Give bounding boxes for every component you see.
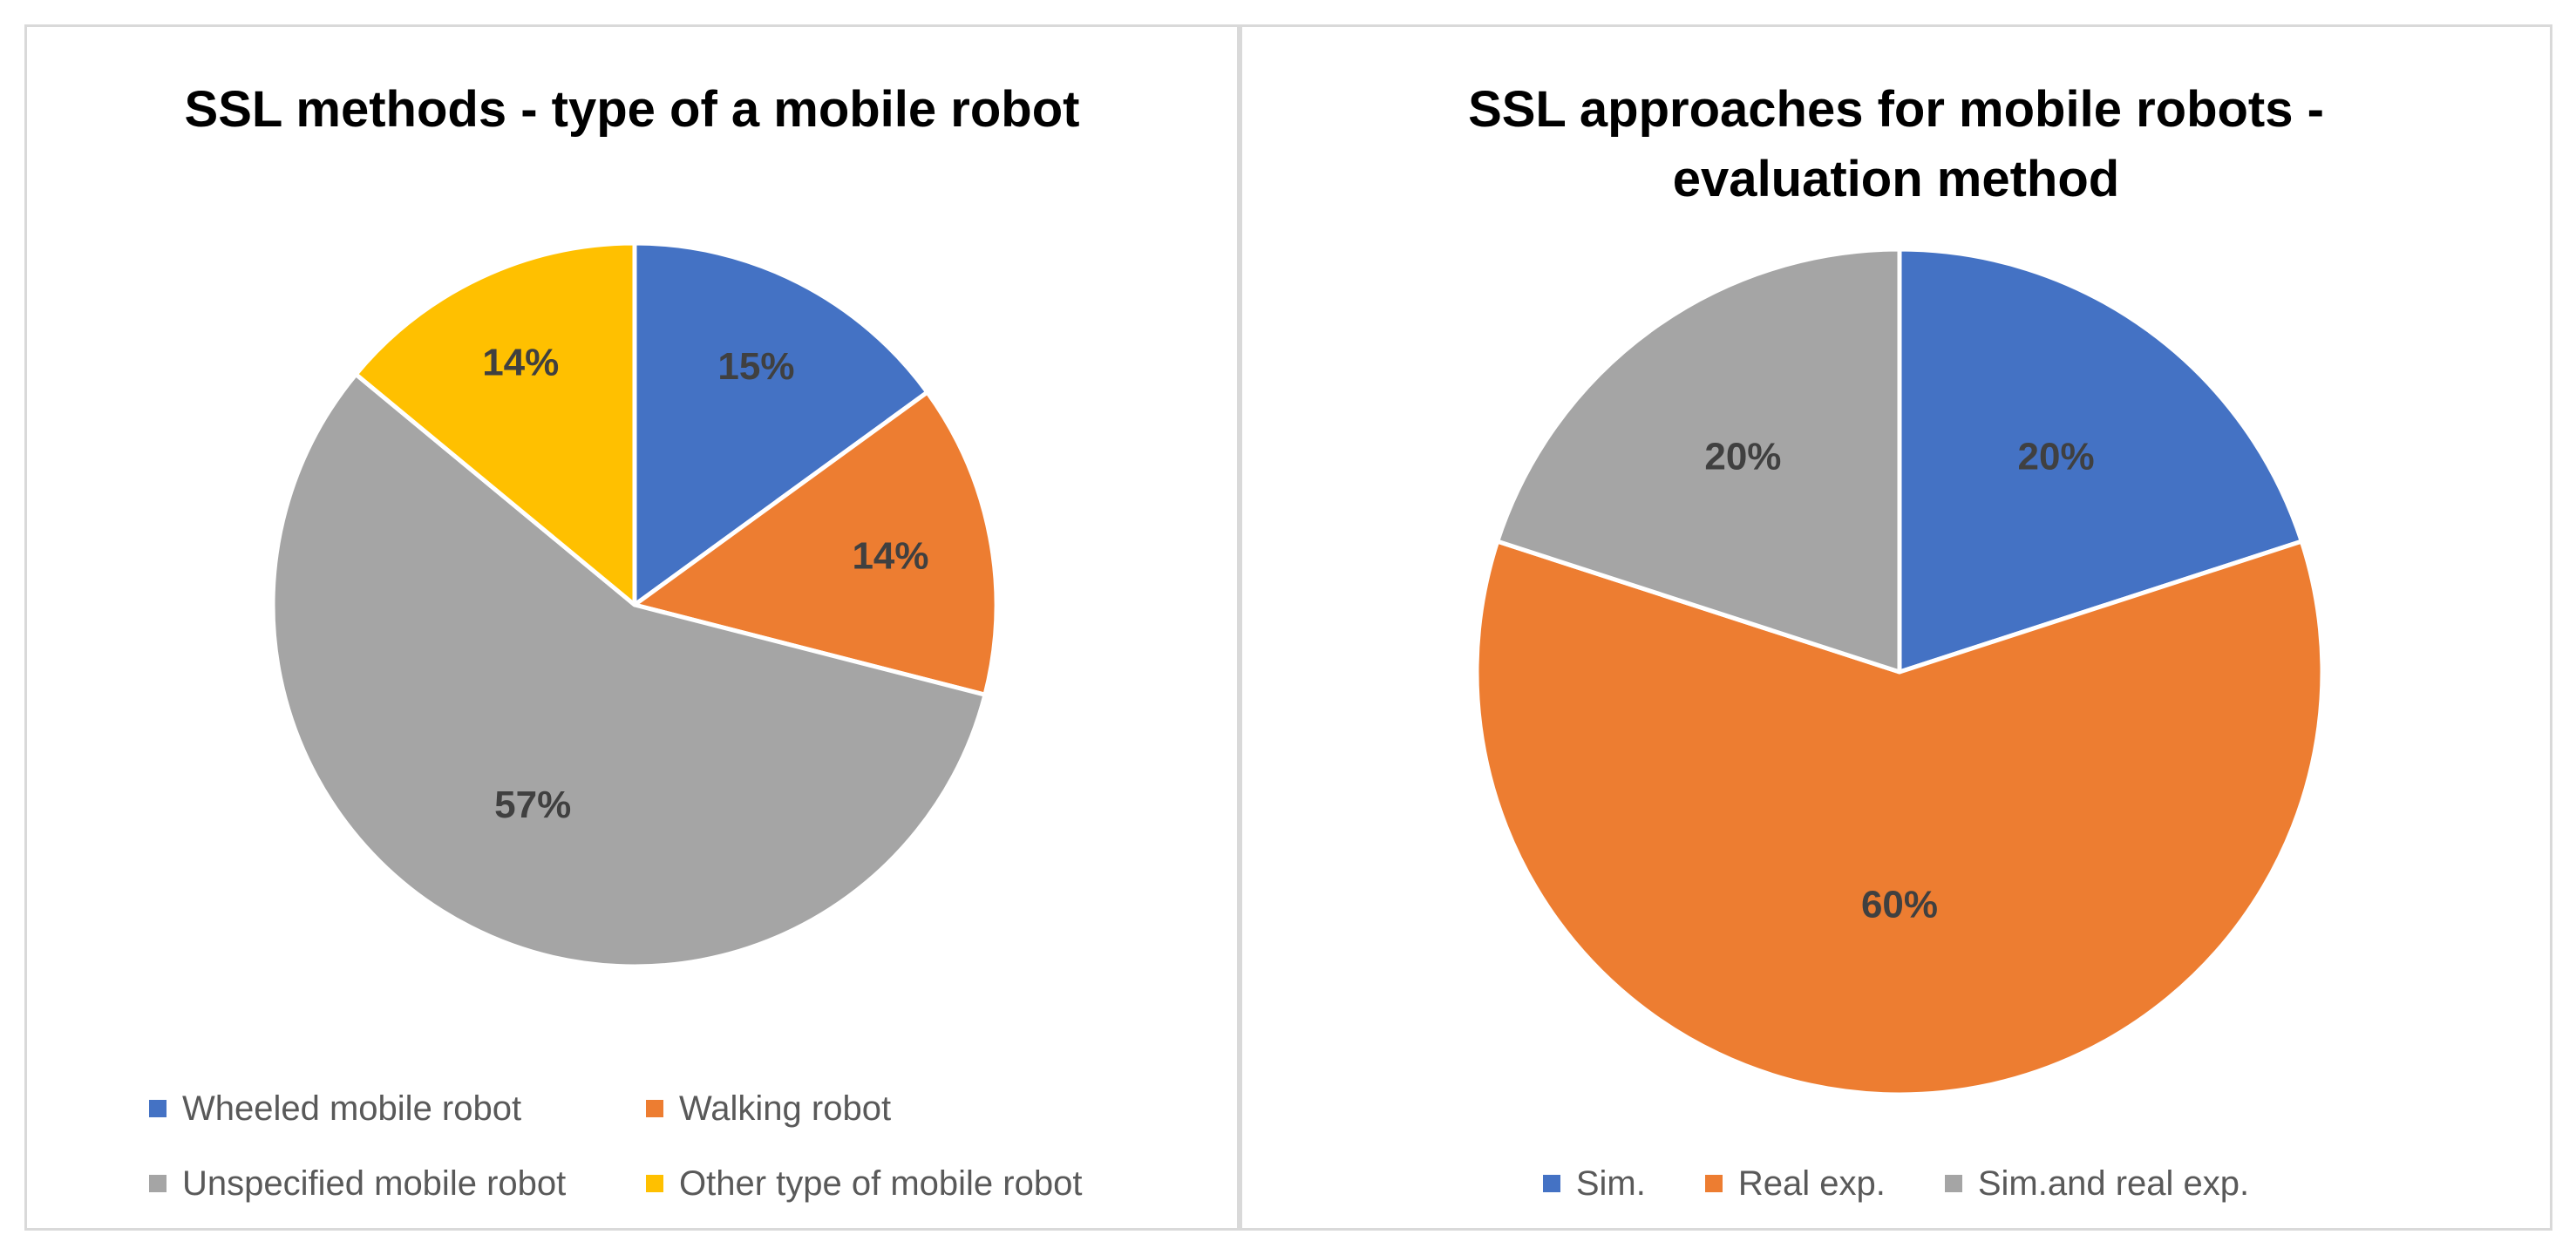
chart-title: SSL methods - type of a mobile robot — [184, 81, 1080, 138]
data-label-sim: 20% — [2018, 435, 2095, 478]
chart-title-line-2: evaluation method — [1672, 151, 2120, 207]
pie-slice-sim — [1897, 247, 2304, 675]
data-label-real: 60% — [1861, 883, 1938, 926]
chart-panel-robot-type: SSL methods - type of a mobile robot 15%… — [24, 24, 1240, 1231]
legend: Wheeled mobile robot Walking robot Unspe… — [149, 1084, 1195, 1208]
legend-item-sim: Sim. — [1542, 1159, 1646, 1208]
legend-label: Walking robot — [679, 1089, 892, 1128]
pie-slice-unspecified — [270, 371, 988, 969]
legend-swatch — [646, 1100, 663, 1117]
legend-swatch — [149, 1175, 167, 1192]
legend-label: Unspecified mobile robot — [182, 1164, 567, 1203]
data-label-walking: 14% — [852, 535, 928, 578]
legend: Sim. Real exp. Sim.and real exp. — [1242, 1159, 2550, 1208]
legend-label: Real exp. — [1737, 1164, 1886, 1203]
pie-chart-robot-type: 15% 14% 57% 14% — [270, 241, 999, 969]
legend-swatch — [149, 1100, 167, 1117]
legend-item-real: Real exp. — [1704, 1159, 1886, 1208]
chart-panel-evaluation-method: SSL approaches for mobile robots - evalu… — [1240, 24, 2552, 1231]
pie-slice-walking — [632, 390, 999, 697]
chart-title-line-1: SSL approaches for mobile robots - — [1468, 81, 2324, 138]
pie-slice-sim-and-real — [1495, 247, 1902, 675]
legend-label: Other type of mobile robot — [679, 1164, 1083, 1203]
legend-item-other: Other type of mobile robot — [646, 1159, 1143, 1208]
chart-title: SSL approaches for mobile robots - evalu… — [1242, 75, 2550, 214]
pie-slice-real — [1474, 539, 2325, 1097]
legend-item-walking: Walking robot — [646, 1084, 1143, 1133]
legend-item-unspecified: Unspecified mobile robot — [149, 1159, 646, 1208]
data-label-unspecified: 57% — [494, 784, 571, 826]
data-label-sim-and-real: 20% — [1704, 435, 1781, 478]
legend-item-sim-and-real: Sim.and real exp. — [1944, 1159, 2250, 1208]
legend-swatch — [1542, 1175, 1560, 1192]
legend-swatch — [1704, 1175, 1723, 1192]
legend-label: Wheeled mobile robot — [182, 1089, 522, 1128]
legend-label: Sim.and real exp. — [1977, 1164, 2250, 1203]
data-label-other: 14% — [482, 342, 559, 384]
data-label-wheeled: 15% — [717, 345, 794, 388]
legend-item-wheeled: Wheeled mobile robot — [149, 1084, 646, 1133]
legend-swatch — [646, 1175, 663, 1192]
pie-slice-other — [353, 241, 637, 607]
legend-swatch — [1944, 1175, 1962, 1192]
pie-chart-evaluation-method: 20% 60% 20% — [1474, 247, 2325, 1097]
pie-slice-wheeled — [632, 241, 930, 607]
legend-label: Sim. — [1575, 1164, 1646, 1203]
